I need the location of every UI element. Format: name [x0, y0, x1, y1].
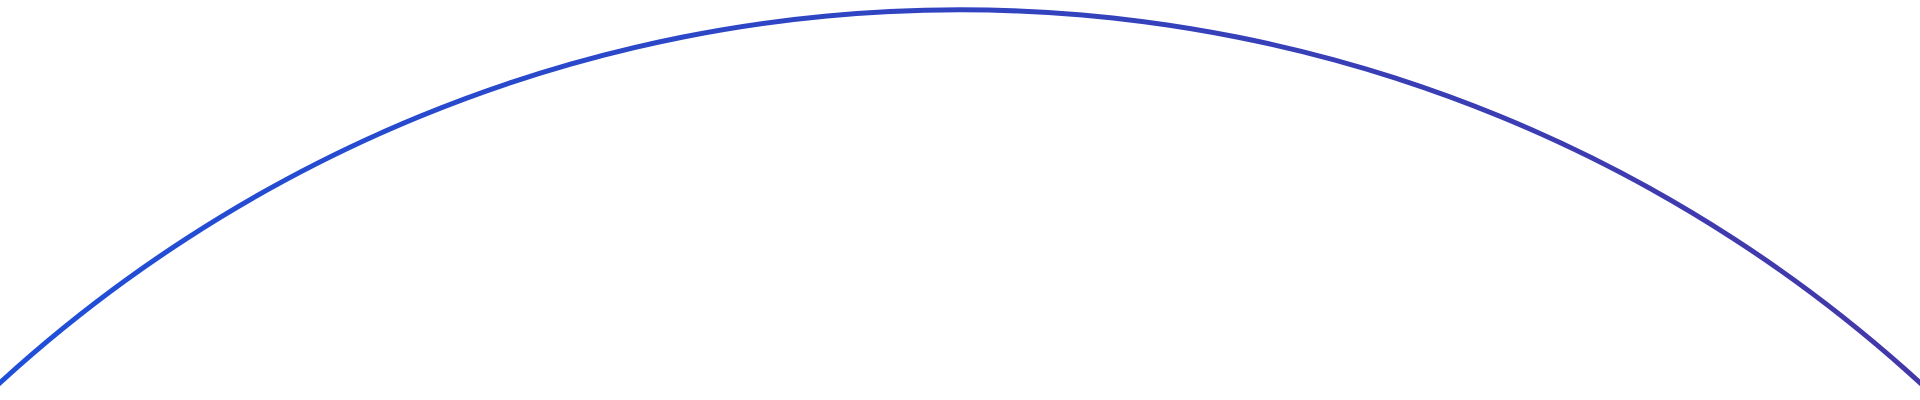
decorative-arc: [0, 7, 1920, 387]
